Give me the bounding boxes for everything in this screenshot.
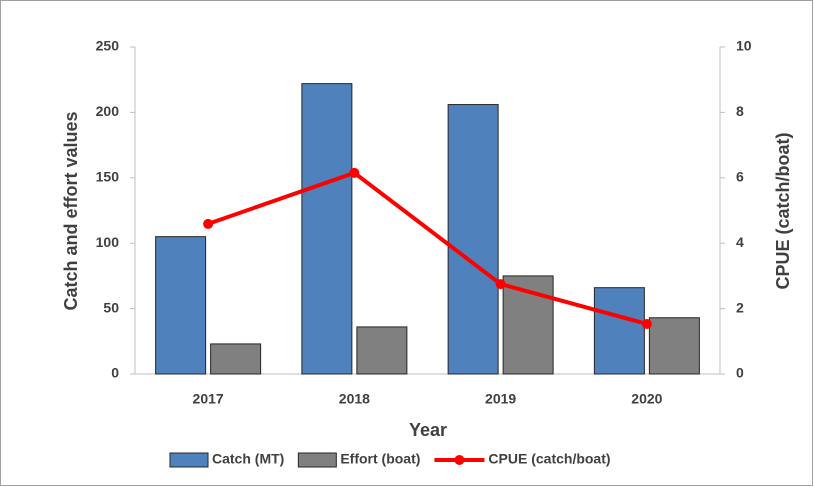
y-axis-title: Catch and effort values (61, 111, 81, 310)
line-marker (641, 318, 652, 329)
y2-axis-title: CPUE (catch/boat) (773, 132, 793, 289)
bar (301, 83, 353, 375)
y-tick-label: 200 (96, 103, 120, 119)
y-tick-label: 150 (96, 169, 120, 185)
bar (210, 343, 262, 375)
y2-tick-label: 2 (736, 299, 744, 315)
legend-label: Effort (boat) (340, 451, 420, 467)
legend-label: CPUE (catch/boat) (488, 451, 610, 467)
x-tick-label: 2017 (193, 391, 224, 407)
y2-tick-label: 8 (736, 103, 744, 119)
x-tick-label: 2019 (485, 391, 516, 407)
y-tick-label: 0 (111, 365, 119, 381)
y-tick-label: 100 (96, 234, 120, 250)
line (207, 170, 648, 326)
line-marker (203, 218, 214, 229)
y2-tick-label: 0 (736, 365, 744, 381)
bar (356, 326, 408, 375)
y2-tick-label: 6 (736, 169, 744, 185)
bar (447, 104, 499, 375)
legend-swatch (169, 452, 209, 468)
legend-label: Catch (MT) (212, 451, 284, 467)
legend-marker (454, 455, 465, 465)
bar (648, 317, 700, 375)
x-axis-title: Year (409, 420, 447, 440)
line-marker (495, 279, 506, 290)
bar (155, 236, 207, 375)
x-tick-label: 2020 (631, 391, 662, 407)
x-tick-label: 2018 (339, 391, 370, 407)
y2-tick-label: 4 (736, 234, 744, 250)
y-tick-label: 50 (103, 299, 119, 315)
y2-tick-label: 10 (736, 38, 752, 54)
bar (593, 287, 645, 375)
legend-swatch (297, 452, 337, 468)
line-marker (349, 167, 360, 178)
y-tick-label: 250 (96, 38, 120, 54)
